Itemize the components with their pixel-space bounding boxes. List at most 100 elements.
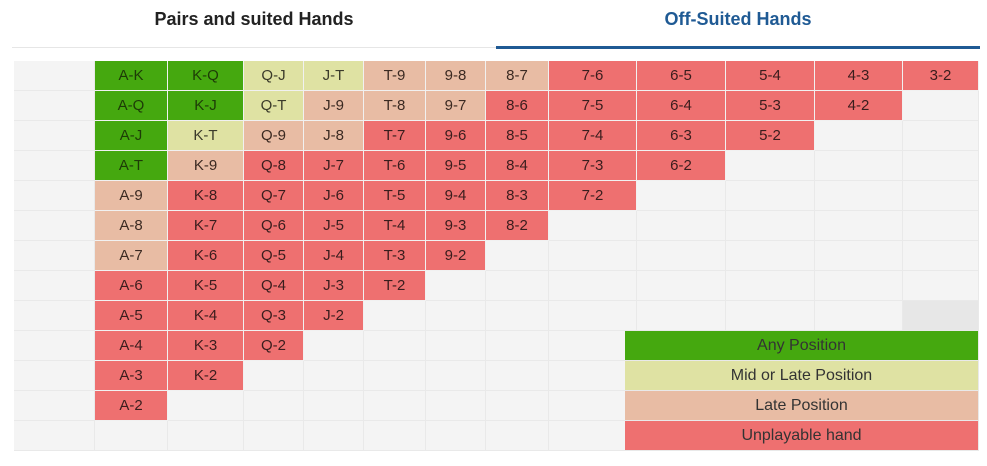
empty-cell	[726, 241, 815, 271]
hand-cell: 6-2	[637, 151, 726, 181]
hand-cell: J-7	[304, 151, 364, 181]
empty-cell	[726, 181, 815, 211]
empty-cell	[903, 361, 979, 391]
hand-cell: K-9	[168, 151, 244, 181]
empty-cell	[426, 391, 486, 421]
hand-cell: J-2	[304, 301, 364, 331]
hand-cell: Q-J	[244, 61, 304, 91]
hand-cell: 8-4	[486, 151, 549, 181]
hand-cell: K-J	[168, 91, 244, 121]
empty-cell	[426, 361, 486, 391]
hand-cell: T-9	[364, 61, 426, 91]
empty-cell	[903, 301, 979, 331]
empty-cell	[726, 301, 815, 331]
hand-cell: A-2	[95, 391, 168, 421]
hand-cell: K-7	[168, 211, 244, 241]
hand-cell: A-K	[95, 61, 168, 91]
hand-category-tabs: Pairs and suited Hands Off-Suited Hands	[0, 0, 987, 52]
hand-cell: 6-5	[637, 61, 726, 91]
hand-cell: Q-7	[244, 181, 304, 211]
empty-cell	[14, 361, 95, 391]
empty-cell	[486, 301, 549, 331]
hand-cell: Q-8	[244, 151, 304, 181]
hand-cell: 7-4	[549, 121, 637, 151]
empty-cell	[168, 421, 244, 451]
empty-cell	[364, 301, 426, 331]
hand-cell: Q-9	[244, 121, 304, 151]
hand-cell: 7-3	[549, 151, 637, 181]
empty-cell	[815, 301, 903, 331]
hand-cell: 8-2	[486, 211, 549, 241]
hand-cell: A-T	[95, 151, 168, 181]
legend-item: Any Position	[625, 331, 978, 360]
hand-cell: 6-4	[637, 91, 726, 121]
empty-cell	[815, 181, 903, 211]
hand-cell: 4-2	[815, 91, 903, 121]
hand-cell: J-5	[304, 211, 364, 241]
hand-cell: A-4	[95, 331, 168, 361]
empty-cell	[903, 271, 979, 301]
hand-cell: J-4	[304, 241, 364, 271]
hand-cell: 8-5	[486, 121, 549, 151]
active-tab-indicator	[496, 46, 980, 49]
hand-cell: K-T	[168, 121, 244, 151]
hand-cell: 7-5	[549, 91, 637, 121]
hand-cell: J-6	[304, 181, 364, 211]
empty-cell	[637, 241, 726, 271]
empty-cell	[815, 271, 903, 301]
hand-cell: 7-6	[549, 61, 637, 91]
empty-cell	[903, 331, 979, 361]
hand-cell: 9-4	[426, 181, 486, 211]
empty-cell	[304, 361, 364, 391]
empty-cell	[549, 211, 637, 241]
hand-cell: A-6	[95, 271, 168, 301]
hand-cell: 9-7	[426, 91, 486, 121]
hand-cell: Q-2	[244, 331, 304, 361]
hand-cell: 8-7	[486, 61, 549, 91]
empty-cell	[244, 391, 304, 421]
empty-cell	[14, 421, 95, 451]
empty-cell	[549, 301, 637, 331]
empty-cell	[903, 181, 979, 211]
empty-cell	[14, 271, 95, 301]
empty-cell	[549, 421, 637, 451]
legend-item: Mid or Late Position	[625, 361, 978, 390]
empty-cell	[815, 121, 903, 151]
empty-cell	[903, 241, 979, 271]
empty-cell	[486, 421, 549, 451]
hand-cell: J-8	[304, 121, 364, 151]
empty-cell	[726, 211, 815, 241]
hand-cell: 7-2	[549, 181, 637, 211]
hand-cell: J-9	[304, 91, 364, 121]
hand-cell: 3-2	[903, 61, 979, 91]
hand-cell: A-7	[95, 241, 168, 271]
hand-cell: Q-4	[244, 271, 304, 301]
hand-cell: T-8	[364, 91, 426, 121]
empty-cell	[549, 241, 637, 271]
empty-cell	[14, 61, 95, 91]
hand-cell: K-6	[168, 241, 244, 271]
empty-cell	[14, 241, 95, 271]
empty-cell	[549, 331, 637, 361]
empty-cell	[486, 241, 549, 271]
hand-cell: K-2	[168, 361, 244, 391]
hand-cell: 4-3	[815, 61, 903, 91]
hand-cell: Q-3	[244, 301, 304, 331]
hand-cell: K-Q	[168, 61, 244, 91]
tab-pairs-and-suited-hands[interactable]: Pairs and suited Hands	[154, 9, 354, 29]
tab-off-suited-hands[interactable]: Off-Suited Hands	[664, 9, 812, 29]
hand-cell: 8-3	[486, 181, 549, 211]
hand-cell: T-2	[364, 271, 426, 301]
empty-cell	[903, 151, 979, 181]
empty-cell	[14, 181, 95, 211]
hand-cell: A-J	[95, 121, 168, 151]
empty-cell	[637, 181, 726, 211]
empty-cell	[364, 391, 426, 421]
empty-cell	[903, 91, 979, 121]
empty-cell	[168, 391, 244, 421]
hand-cell: 9-5	[426, 151, 486, 181]
hand-cell: A-8	[95, 211, 168, 241]
empty-cell	[364, 361, 426, 391]
empty-cell	[486, 361, 549, 391]
legend-item: Late Position	[625, 391, 978, 420]
